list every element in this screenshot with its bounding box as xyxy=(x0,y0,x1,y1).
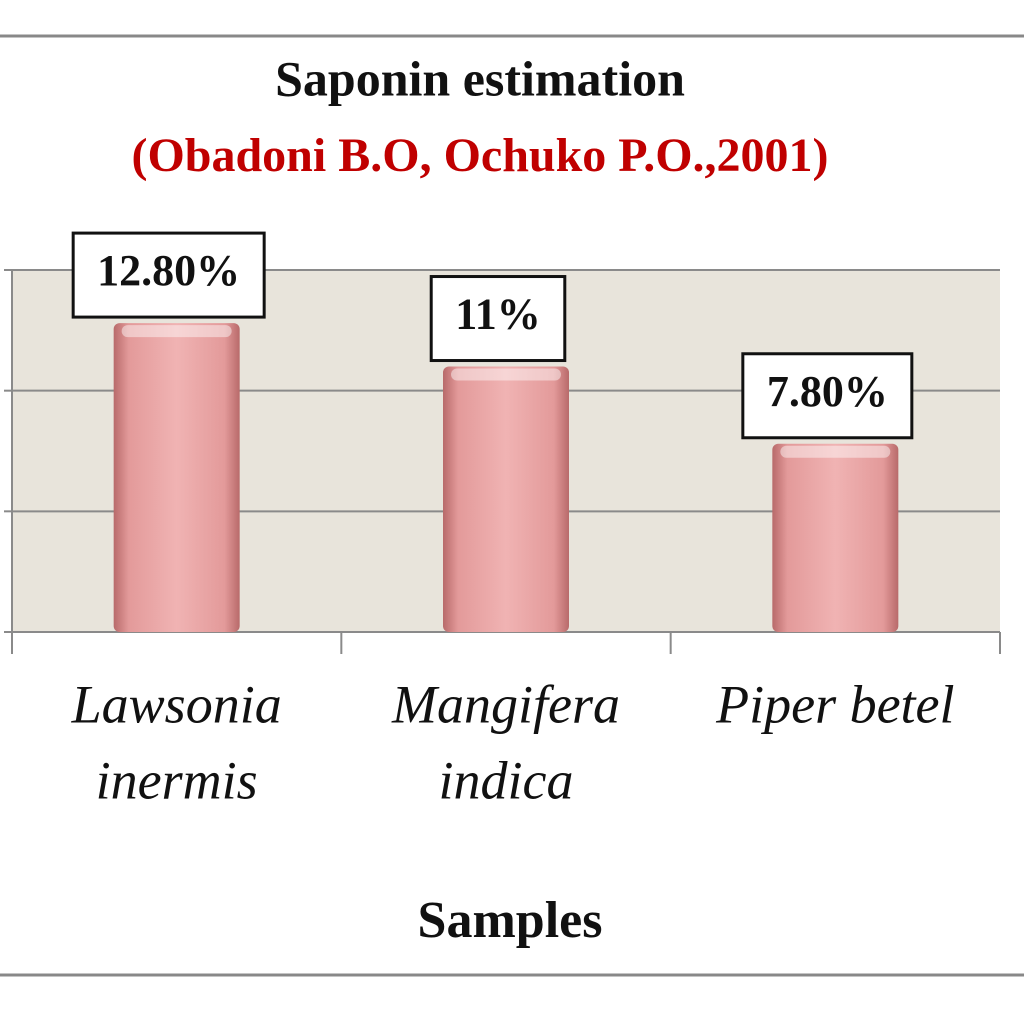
bar-highlight xyxy=(451,368,561,381)
bar-highlight xyxy=(121,325,232,338)
value-label: 12.80% xyxy=(97,246,240,295)
value-label: 7.80% xyxy=(767,367,888,416)
x-tick-label: inermis xyxy=(96,750,258,810)
x-tick-label: Lawsonia xyxy=(71,674,282,734)
x-tick-label: Mangifera xyxy=(391,674,620,734)
x-tick-label: Piper betel xyxy=(715,674,954,734)
value-label: 11% xyxy=(455,290,541,339)
value-label-box xyxy=(741,352,914,440)
value-label-box xyxy=(71,231,266,319)
bar xyxy=(772,443,899,632)
chart-title: Saponin estimation xyxy=(275,50,685,106)
chart-subtitle: (Obadoni B.O, Ochuko P.O.,2001) xyxy=(131,129,828,182)
x-axis-title: Samples xyxy=(418,892,603,949)
bar xyxy=(113,323,240,632)
x-tick-label: indica xyxy=(439,750,574,810)
bar xyxy=(443,366,569,632)
bar-highlight xyxy=(780,445,891,458)
value-label-box xyxy=(429,275,567,363)
